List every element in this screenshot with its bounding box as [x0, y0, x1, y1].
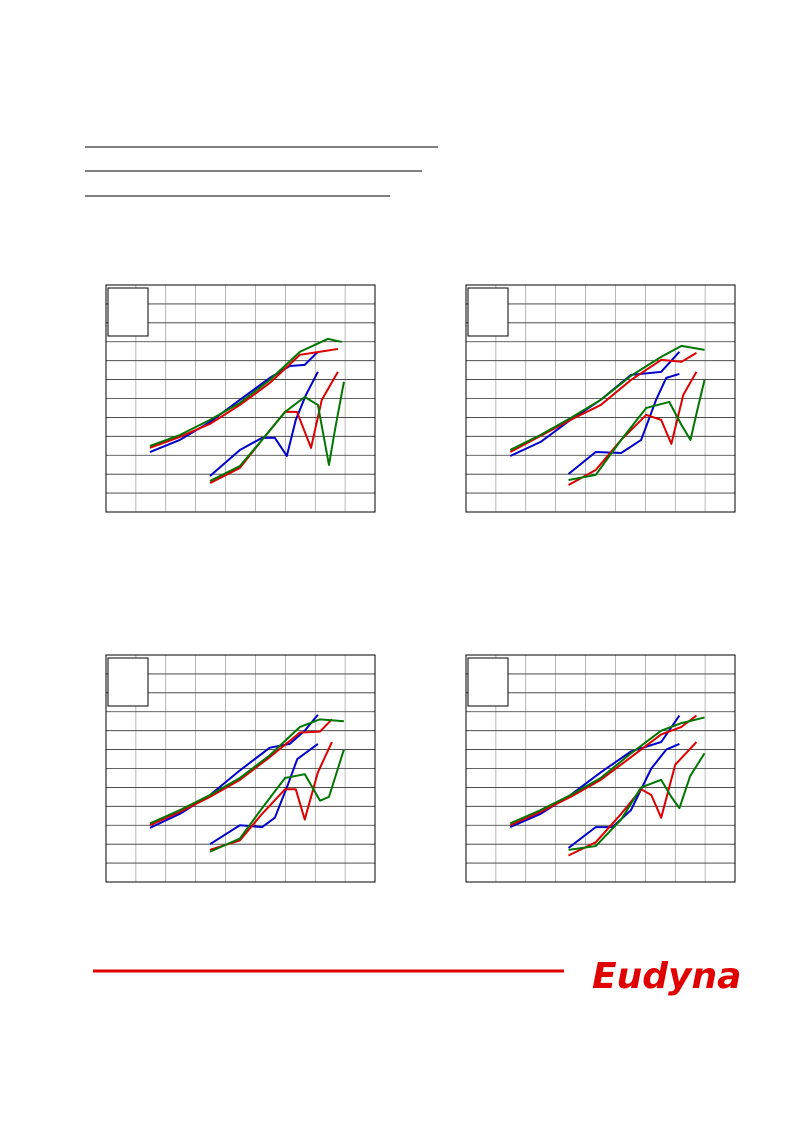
- curve: [209, 371, 339, 484]
- inset-box: [467, 657, 509, 707]
- curve: [568, 741, 698, 857]
- curve: [149, 718, 344, 825]
- curve: [209, 371, 319, 477]
- inset-box: [107, 287, 149, 337]
- curve: [568, 371, 698, 486]
- plot-frame: [465, 284, 736, 513]
- curve: [149, 351, 319, 453]
- inset-box: [467, 287, 509, 337]
- curve: [567, 372, 680, 475]
- curve: [509, 344, 705, 451]
- inset-box: [107, 657, 149, 707]
- curve: [568, 379, 706, 482]
- curve: [149, 337, 343, 447]
- plot-frame: [105, 654, 376, 883]
- curve: [149, 718, 333, 827]
- curve: [149, 347, 339, 449]
- curve: [567, 742, 680, 849]
- curve: [509, 714, 681, 829]
- curve: [209, 741, 333, 851]
- plot-frame: [105, 284, 376, 513]
- logo: Eudyna: [592, 956, 741, 997]
- curve: [509, 716, 705, 825]
- curve: [209, 381, 345, 482]
- curve: [568, 752, 706, 851]
- plot-frame: [465, 654, 736, 883]
- curve: [209, 749, 345, 853]
- curve: [209, 743, 319, 846]
- curve: [509, 714, 698, 827]
